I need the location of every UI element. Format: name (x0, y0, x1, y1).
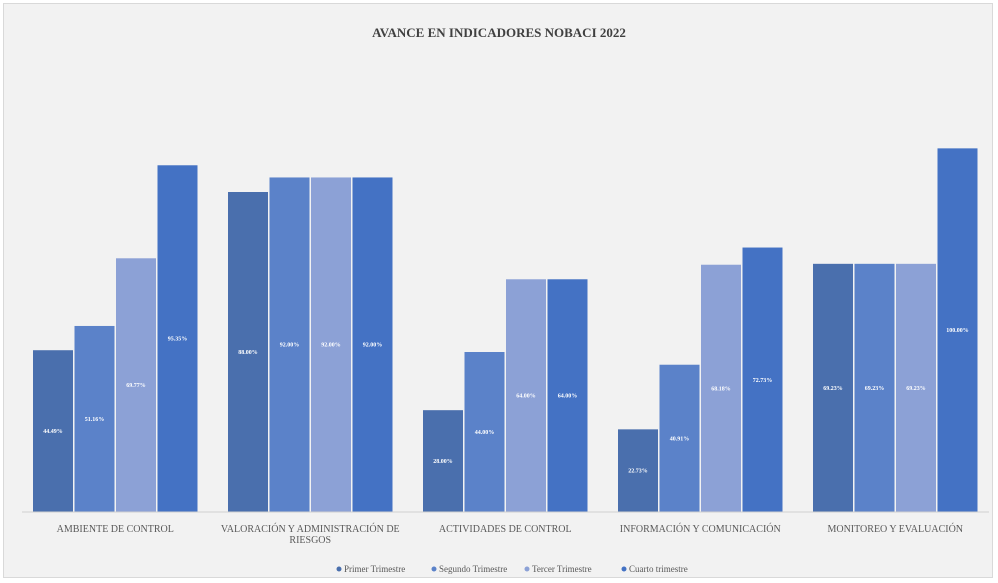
legend-label: Primer Trimestre (344, 564, 405, 574)
bar (813, 263, 853, 512)
data-label: 92.00% (280, 343, 300, 349)
data-label: 28.00% (433, 459, 453, 465)
data-label: 64.00% (516, 394, 536, 400)
bar (547, 279, 588, 512)
bar (33, 350, 73, 512)
legend-marker (524, 566, 530, 572)
legend-marker (336, 566, 342, 572)
data-label: 44.00% (475, 430, 495, 436)
data-label: 88.00% (238, 350, 258, 356)
bar (157, 165, 198, 513)
data-label: 22.73% (628, 469, 648, 475)
legend: Primer Trimestre Segundo Trimestre Tercer … (336, 564, 688, 574)
category-label: AMBIENTE DE CONTROL (57, 524, 174, 535)
chart-svg: AVANCE EN INDICADORES NOBACI 2022 44.49%… (22, 25, 989, 574)
chart-title: AVANCE EN INDICADORES NOBACI 2022 (372, 25, 626, 40)
category-label: VALORACIÓN Y ADMINISTRACIÓN DE (221, 523, 400, 535)
data-label: 69.23% (865, 386, 885, 392)
category-label: RIESGOS (289, 535, 331, 546)
data-label: 69.77% (126, 383, 146, 389)
data-label: 64.00% (558, 394, 578, 400)
data-label: 68.18% (711, 386, 731, 392)
bar (116, 258, 156, 512)
legend-label: Segundo Trimestre (439, 564, 507, 574)
data-label: 69.23% (906, 386, 926, 392)
bar (937, 148, 978, 512)
bar (742, 247, 783, 512)
category-label: MONITOREO Y EVALUACIÓN (827, 523, 963, 535)
data-label: 69.23% (823, 386, 843, 392)
data-label: 100.00% (946, 328, 969, 334)
data-label: 95.35% (168, 337, 188, 343)
data-label: 44.49% (43, 429, 63, 435)
bar (311, 177, 351, 513)
legend-marker (431, 566, 437, 572)
legend-label: Tercer Trimestre (532, 564, 592, 574)
data-label: 72.73% (753, 378, 773, 384)
bar (854, 263, 895, 512)
bar (506, 279, 546, 512)
data-label: 51.16% (85, 417, 105, 423)
bar (352, 177, 393, 513)
bar (423, 410, 463, 512)
legend-marker (621, 566, 627, 572)
category-labels: AMBIENTE DE CONTROL VALORACIÓN Y ADMINIST… (57, 523, 963, 546)
bar (701, 264, 741, 512)
bar (269, 177, 310, 513)
chart-area: AVANCE EN INDICADORES NOBACI 2022 44.49%… (3, 3, 993, 578)
bars-group: 44.49% 51.16% 69.77% 95.35% 88.00% 92.00% 92.0… (33, 148, 978, 513)
category-label: ACTIVIDADES DE CONTROL (439, 524, 572, 535)
bar (659, 364, 700, 512)
bar (618, 429, 658, 512)
bar (464, 352, 505, 512)
bar (74, 325, 115, 512)
legend-label: Cuarto trimestre (629, 564, 688, 574)
category-label: INFORMACIÓN Y COMUNICACIÓN (620, 523, 781, 535)
data-label: 40.91% (670, 436, 690, 442)
data-label: 92.00% (321, 343, 341, 349)
data-label: 92.00% (363, 343, 383, 349)
bar (896, 263, 936, 512)
bar (228, 192, 268, 512)
